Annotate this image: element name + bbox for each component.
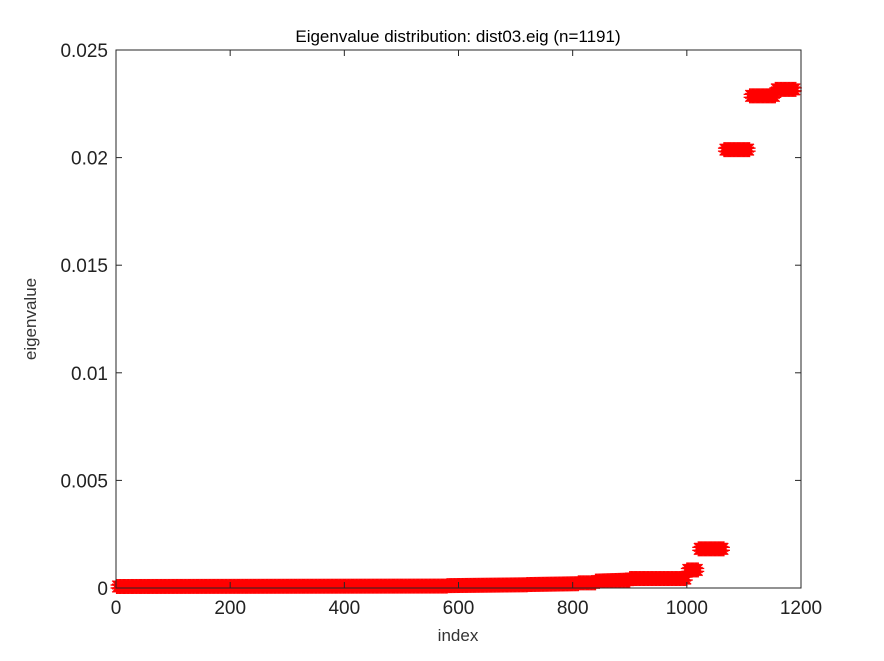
axes-box (115, 49, 802, 589)
data-point (692, 562, 705, 575)
y-tick-label: 0.02 (71, 149, 108, 170)
plot-area: 0 200 400 600 800 1000 1200 0 0.005 0.01 0.015 0.0… (60, 41, 822, 619)
x-tick-label: 1200 (780, 598, 822, 619)
y-axis-ticks: 0 0.005 0.01 0.015 0.02 0.025 (60, 41, 801, 600)
x-tick-label: 1000 (666, 598, 708, 619)
y-axis-label: eigenvalue (21, 278, 40, 360)
x-axis-ticks: 0 200 400 600 800 1000 1200 (111, 50, 822, 619)
x-tick-label: 200 (214, 598, 246, 619)
data-point (717, 541, 730, 554)
y-tick-label: 0.025 (60, 41, 108, 62)
data-point (743, 142, 756, 155)
y-tick-label: 0.01 (71, 364, 108, 385)
x-tick-label: 0 (111, 598, 122, 619)
y-tick-label: 0.015 (60, 256, 108, 277)
y-tick-label: 0 (97, 579, 108, 600)
data-markers (110, 81, 802, 594)
x-tick-label: 600 (443, 598, 475, 619)
x-tick-label: 800 (557, 598, 589, 619)
data-point (789, 81, 802, 94)
chart-title: Eigenvalue distribution: dist03.eig (n=1… (295, 27, 620, 46)
x-axis-label: index (438, 626, 479, 645)
x-tick-label: 400 (328, 598, 360, 619)
y-tick-label: 0.005 (60, 471, 108, 492)
